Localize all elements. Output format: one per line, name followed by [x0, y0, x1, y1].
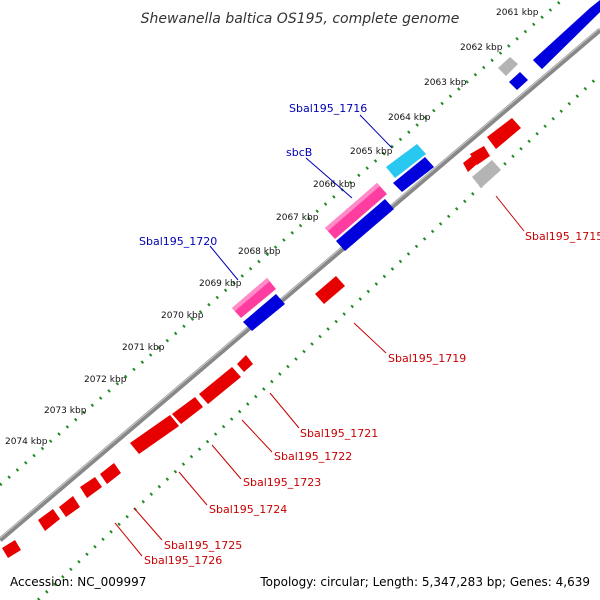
- forward-label-leaders: [209, 114, 393, 281]
- gene-label[interactable]: sbcB: [286, 146, 312, 159]
- map-title: Shewanella baltica OS195, complete genom…: [141, 11, 460, 27]
- gene-reverse[interactable]: [2, 540, 21, 558]
- genome-summary-text: Topology: circular; Length: 5,347,283 bp…: [259, 575, 590, 589]
- gene-sbal195-1722[interactable]: [199, 367, 241, 404]
- gene-label[interactable]: Sbal195_1719: [388, 352, 466, 365]
- gene-pseudo[interactable]: [472, 160, 501, 188]
- gene-sbal195-1725[interactable]: [100, 463, 121, 484]
- tick-label: 2063 kbp: [424, 78, 467, 88]
- gene-label[interactable]: Sbal195_1722: [274, 450, 352, 463]
- gene-sbcb[interactable]: [325, 183, 387, 239]
- tick-label: 2061 kbp: [496, 8, 539, 18]
- tick-label: 2072 kbp: [84, 375, 127, 385]
- tick-label: 2062 kbp: [460, 43, 503, 53]
- tick-label: 2069 kbp: [199, 279, 242, 289]
- gene-forward[interactable]: [243, 294, 285, 331]
- inner-ruler-track: [36, 73, 600, 600]
- genome-backbone: [0, 28, 600, 542]
- gene-sbal195-1724[interactable]: [130, 415, 179, 454]
- tick-label: 2068 kbp: [238, 247, 281, 257]
- forward-genes: [232, 0, 600, 331]
- tick-label: 2065 kbp: [350, 147, 393, 157]
- gene-label[interactable]: Sbal195_1725: [164, 539, 242, 552]
- gene-sbal195-1721[interactable]: [237, 355, 253, 372]
- tick-label: 2066 kbp: [313, 180, 356, 190]
- gene-label[interactable]: Sbal195_1721: [300, 427, 378, 440]
- gene-sbal195-1719[interactable]: [315, 276, 345, 304]
- gene-label[interactable]: Sbal195_1720: [139, 235, 217, 248]
- gene-forward[interactable]: [336, 199, 394, 251]
- gene-sbal195-1716[interactable]: [386, 144, 426, 178]
- gene-reverse[interactable]: [487, 118, 521, 149]
- gene-label[interactable]: Sbal195_1716: [289, 102, 367, 115]
- tick-label: 2070 kbp: [161, 311, 204, 321]
- tick-label: 2071 kbp: [122, 343, 165, 353]
- reverse-label-leaders: [114, 195, 525, 557]
- gene-label[interactable]: Sbal195_1724: [209, 503, 287, 516]
- gene-pseudo[interactable]: [498, 57, 518, 76]
- gene-reverse[interactable]: [463, 156, 477, 172]
- gene-label[interactable]: Sbal195_1715: [525, 230, 600, 243]
- gene-reverse[interactable]: [470, 146, 490, 165]
- tick-label: 2073 kbp: [44, 406, 87, 416]
- gene-reverse[interactable]: [59, 496, 80, 517]
- gene-reverse[interactable]: [80, 477, 102, 498]
- gene-label[interactable]: Sbal195_1726: [144, 554, 222, 567]
- gene-label[interactable]: Sbal195_1723: [243, 476, 321, 489]
- tick-label: 2067 kbp: [276, 213, 319, 223]
- accession-text: Accession: NC_009997: [10, 575, 146, 589]
- gene-forward[interactable]: [509, 72, 528, 90]
- gene-sbal195-1726[interactable]: [38, 509, 60, 531]
- reverse-genes: [2, 118, 521, 558]
- tick-label: 2074 kbp: [5, 437, 48, 447]
- gene-sbal195-1720[interactable]: [232, 278, 276, 318]
- gene-sbal195-1723[interactable]: [172, 397, 203, 424]
- tick-label: 2064 kbp: [388, 113, 431, 123]
- gene-forward[interactable]: [393, 157, 434, 192]
